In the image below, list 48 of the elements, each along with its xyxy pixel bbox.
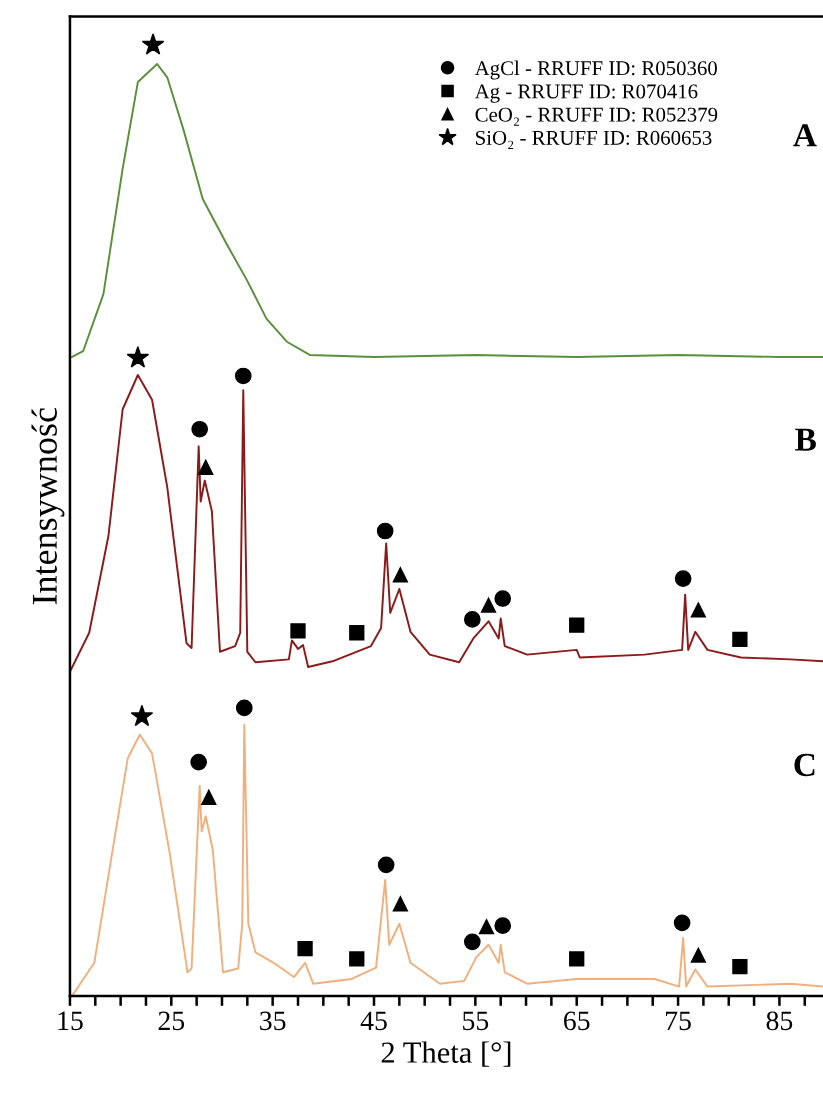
- point: [349, 625, 365, 641]
- point: [674, 570, 692, 587]
- point: [234, 367, 252, 385]
- y-axis-title: Intensywność: [31, 408, 65, 605]
- point: [126, 346, 150, 368]
- x-tick-label: 55: [463, 1011, 489, 1031]
- point: [191, 420, 209, 438]
- x-tick-label: 65: [564, 1011, 590, 1031]
- point: [198, 459, 214, 475]
- point: [349, 951, 365, 967]
- point: [569, 617, 585, 633]
- point: [392, 567, 409, 583]
- annotation: A: [793, 124, 817, 147]
- legend-label: Ag - RRUFF ID: R070416: [474, 84, 698, 103]
- point: [673, 914, 691, 932]
- point: [377, 856, 395, 874]
- legend-label: AgCl - RRUFF ID: R050360: [474, 60, 717, 80]
- point: [463, 611, 481, 628]
- point: [201, 789, 217, 805]
- point: [480, 597, 497, 613]
- x-tick-label: 85: [766, 1011, 793, 1031]
- point: [732, 631, 748, 648]
- point: [690, 947, 706, 963]
- annotation: C: [794, 753, 815, 777]
- point: [732, 958, 748, 975]
- point: [141, 33, 165, 55]
- point: [569, 951, 585, 967]
- annotation: B: [795, 428, 816, 451]
- x-axis-title: 2 Theta [°]: [381, 1041, 511, 1067]
- legend-label: SiO₂ - RRUFF ID: R060653: [476, 130, 712, 149]
- x-tick-label: 75: [666, 1011, 691, 1031]
- point: [130, 704, 154, 727]
- point: [235, 699, 253, 717]
- legend-label: CeO₂ - RRUFF ID: R052379: [475, 107, 718, 126]
- point: [190, 753, 208, 771]
- point: [690, 602, 706, 618]
- point: [494, 917, 512, 935]
- x-tick-label: 15: [58, 1011, 83, 1031]
- x-tick-label: 35: [260, 1011, 286, 1031]
- point: [463, 933, 481, 951]
- point: [376, 522, 394, 540]
- point: [290, 623, 306, 639]
- x-tick-label: 45: [360, 1011, 387, 1031]
- x-tick-label: 25: [158, 1011, 185, 1031]
- point: [297, 940, 313, 957]
- point: [392, 896, 409, 912]
- point: [494, 590, 512, 607]
- point: [478, 919, 495, 935]
